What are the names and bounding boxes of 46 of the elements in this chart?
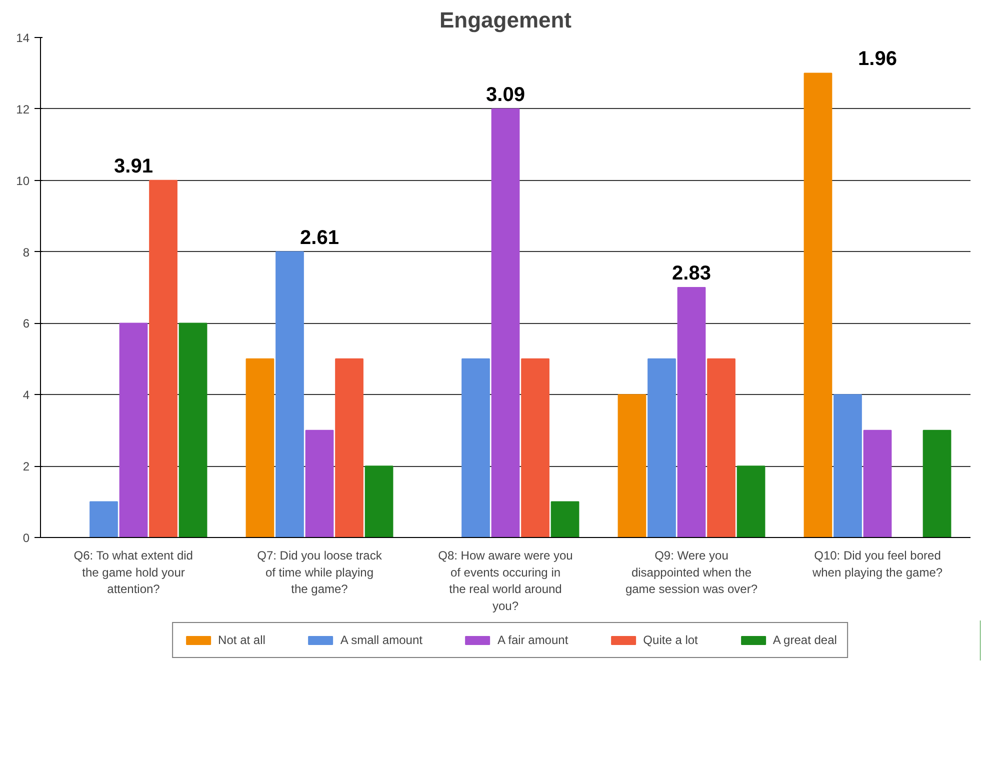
- bar: [491, 108, 520, 538]
- bar: [863, 430, 892, 538]
- bar: [834, 394, 862, 538]
- y-tick-label: 0: [22, 531, 30, 545]
- chart-title: Engagement: [439, 8, 572, 32]
- legend-label: A small amount: [340, 633, 422, 647]
- bar: [276, 251, 304, 538]
- y-tick-label: 2: [22, 460, 30, 474]
- y-tick-label: 6: [22, 316, 30, 331]
- y-tick-label: 8: [22, 245, 30, 260]
- y-tick-label: 4: [22, 388, 30, 402]
- y-tick-label: 10: [16, 174, 30, 188]
- annotation: 3.91: [114, 155, 153, 178]
- x-tick-label: Q7: Did you loose track of time while playing the game?: [257, 548, 383, 596]
- bar: [550, 501, 580, 538]
- bar: [305, 430, 334, 538]
- x-tick-label: Q9: Were you disappointed when the game session was over?: [625, 548, 758, 596]
- legend-label: Quite a lot: [643, 633, 698, 647]
- x-tick-label: Q6: To what extent did the game hold your attention?: [74, 548, 193, 596]
- x-tick-label: Q10: Did you feel bored when playing the game?: [811, 548, 943, 580]
- bar: [90, 501, 118, 538]
- legend-label: A fair amount: [497, 633, 568, 647]
- bar: [618, 394, 646, 538]
- bar: [335, 358, 364, 538]
- bar: [922, 430, 952, 538]
- annotation: 2.61: [300, 226, 339, 249]
- bar: [462, 358, 490, 538]
- annotation: 2.83: [672, 262, 711, 284]
- legend-label: A great deal: [772, 633, 837, 647]
- bar: [364, 466, 394, 538]
- bar: [707, 358, 736, 538]
- legend-label: Not at all: [218, 633, 266, 647]
- annotation: 3.09: [486, 84, 525, 106]
- bar: [648, 358, 676, 538]
- y-tick-label: 12: [16, 102, 30, 116]
- bar: [804, 72, 832, 538]
- y-tick-label: 14: [16, 31, 30, 45]
- bar: [736, 466, 766, 538]
- bar: [178, 322, 208, 538]
- x-tick-label: Q8: How aware were you of events occuring in the real world around you?: [438, 548, 573, 613]
- bar: [149, 180, 178, 538]
- annotation: 1.96: [858, 48, 897, 70]
- bar: [521, 358, 550, 538]
- bar: [677, 287, 706, 538]
- bar: [119, 322, 148, 538]
- bar: [246, 358, 274, 538]
